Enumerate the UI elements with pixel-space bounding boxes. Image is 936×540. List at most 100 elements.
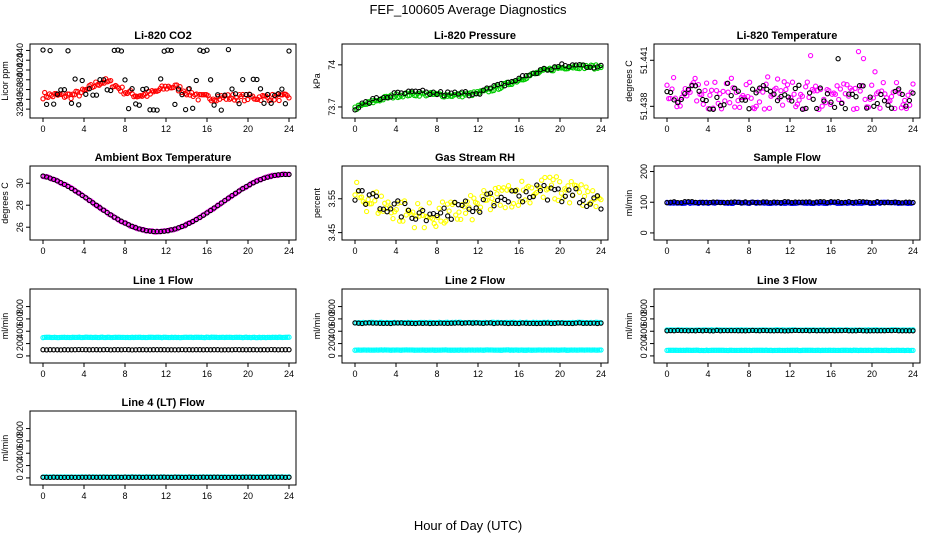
data-point [466,204,472,210]
y-axis-label: percent [312,187,322,218]
data-point [710,328,716,334]
data-point [746,79,753,85]
data-point [182,347,189,353]
data-point [677,103,683,109]
data-point [154,228,160,235]
data-point [791,91,797,97]
data-point [821,199,827,205]
data-point [509,320,515,326]
data-point [434,212,440,219]
series-raw [664,198,916,206]
y-tick-label: 420 [15,53,25,68]
data-point [462,198,469,204]
x-tick-label: 4 [393,124,398,134]
data-point [881,328,888,334]
data-point [832,91,839,97]
data-point [598,347,604,353]
y-tick-label: 73.7 [327,98,337,116]
data-point [724,199,731,206]
plot-frame [29,410,297,486]
data-point [877,105,883,111]
data-point [562,320,568,327]
data-point [384,320,390,326]
data-point [79,474,85,480]
data-point [388,320,394,327]
data-point [487,85,494,91]
data-point [718,106,725,112]
data-point [505,320,511,327]
data-point [254,474,260,481]
data-point [903,103,909,109]
data-point [874,328,880,334]
data-point [757,328,763,334]
data-point [857,88,863,94]
x-tick-label: 16 [202,124,212,134]
data-point [100,77,107,83]
data-point [749,327,756,334]
data-point [817,198,823,205]
data-point [569,320,576,327]
data-point [910,81,916,87]
data-point [122,77,128,83]
data-point [720,88,726,95]
data-point [235,98,241,104]
data-point [494,197,501,204]
data-point [412,88,419,94]
data-point [870,95,877,101]
data-point [211,102,217,108]
data-point [905,92,911,98]
x-tick-label: 8 [434,369,439,379]
data-point [835,327,841,334]
data-point [558,190,565,196]
data-point [548,182,555,188]
data-point [714,199,720,205]
data-point [746,106,752,112]
data-point [689,82,695,89]
data-point [218,200,224,206]
data-point [844,82,850,88]
data-point [258,97,264,104]
y-tick-label: 400 [327,324,337,339]
data-point [104,346,110,353]
data-point [831,104,838,111]
plot-frame [653,288,921,364]
data-point [391,320,397,326]
data-point [732,327,738,334]
data-point [446,208,452,214]
data-point [172,101,178,108]
data-point [158,347,164,353]
data-point [831,328,838,334]
data-point [827,101,834,108]
data-point [555,186,561,192]
page-title: FEF_100605 Average Diagnostics [369,2,567,17]
data-point [576,320,583,326]
data-point [559,198,565,205]
y-tick-label: 3.45 [327,224,337,242]
x-tick-label: 20 [867,246,877,256]
data-point [878,91,884,98]
data-point [161,347,167,353]
series-avg [664,48,916,113]
data-point [402,200,408,207]
data-point [462,320,469,326]
data-point [61,87,68,93]
data-point [568,178,574,185]
data-point [108,77,114,84]
y-tick-label: 200 [639,336,649,351]
data-point [566,187,572,193]
data-point [158,76,164,82]
data-point [100,207,107,213]
data-point [852,85,858,92]
data-point [717,328,724,334]
data-point [93,474,100,480]
data-point [40,347,46,353]
data-point [803,199,809,205]
data-point [596,347,602,353]
data-point [893,79,900,86]
data-point [814,347,820,353]
data-point [393,206,399,213]
data-point [860,83,866,89]
data-point [161,474,167,480]
data-point [671,97,677,103]
data-point [436,205,442,211]
